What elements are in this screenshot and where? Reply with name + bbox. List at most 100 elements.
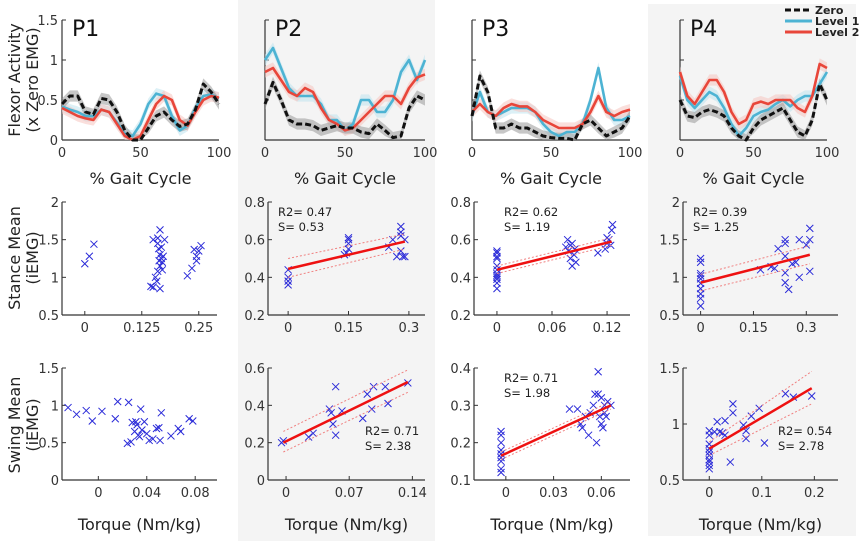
data-point xyxy=(770,264,779,273)
y-tick-label: 0.2 xyxy=(244,437,265,452)
regression-line xyxy=(700,253,811,284)
y-tick-label: 0.8 xyxy=(244,196,265,211)
data-point xyxy=(493,247,501,255)
y-tick-label: 0.5 xyxy=(659,474,680,489)
data-point xyxy=(392,252,401,261)
data-point xyxy=(755,404,764,413)
x-tick-label: 0 xyxy=(676,146,684,161)
x-tick-label: 100 xyxy=(207,146,232,161)
x-axis-label: % Gait Cycle xyxy=(294,169,396,188)
series-line-zero xyxy=(60,82,221,142)
data-point xyxy=(493,265,501,274)
y-tick-label: 0.4 xyxy=(244,399,265,414)
y-tick-label: 0.5 xyxy=(659,309,680,324)
x-tick-label: 50 xyxy=(132,146,149,161)
row-label-bottom: Swing Mean (iEMG) xyxy=(5,377,42,474)
data-point xyxy=(155,423,163,432)
s-annotation: S= 0.53 xyxy=(278,220,324,234)
y-tick-label: 0.6 xyxy=(450,234,471,249)
confidence-band-low xyxy=(500,408,612,460)
x-tick-label: 0.06 xyxy=(587,486,616,501)
x-tick-label: 0.2 xyxy=(804,486,825,501)
data-point xyxy=(127,438,135,446)
y-tick-label: 1.5 xyxy=(38,362,59,377)
data-point xyxy=(760,439,769,447)
regression-line xyxy=(496,240,612,272)
data-point xyxy=(497,438,505,447)
subplot-p3-stance: 0 0.06 0.12 0.2 0.4 0.6 0.8 R2= 0.62S= 1.19 xyxy=(450,196,630,336)
data-point xyxy=(497,431,505,440)
data-point xyxy=(493,252,501,261)
data-point xyxy=(363,390,372,398)
data-point xyxy=(802,241,811,249)
data-point xyxy=(136,405,145,413)
regression-line xyxy=(708,387,813,450)
x-axis-label: % Gait Cycle xyxy=(89,169,191,188)
data-point xyxy=(344,239,353,248)
x-axis-label: % Gait Cycle xyxy=(500,169,602,188)
data-point xyxy=(726,458,735,466)
legend-label-level1: Level 1 xyxy=(815,15,859,28)
row-label-middle-line1: Stance Mean xyxy=(5,206,24,310)
x-tick-label: 0 xyxy=(81,321,89,336)
data-point xyxy=(705,458,714,466)
data-point xyxy=(497,446,505,454)
series-line-zero xyxy=(678,82,829,142)
panel-title: P1 xyxy=(72,17,99,42)
confidence-band-low xyxy=(709,403,812,456)
subplot-p3-line: 0 50 100 % Gait Cycle P3 xyxy=(468,17,643,188)
confidence-band-high xyxy=(500,401,612,453)
r2-annotation: R2= 0.54 xyxy=(778,424,832,438)
y-tick-label: 2 xyxy=(51,196,59,211)
data-point xyxy=(82,406,91,415)
y-tick-label: 1 xyxy=(51,399,59,414)
y-tick-label: 1 xyxy=(672,418,680,433)
data-point xyxy=(157,243,166,252)
data-point xyxy=(584,431,593,440)
data-point xyxy=(80,259,89,268)
data-point xyxy=(156,226,164,234)
r2-annotation: R2= 0.62 xyxy=(504,205,558,219)
error-band-level2 xyxy=(472,90,630,134)
data-point xyxy=(781,235,790,244)
data-point xyxy=(589,401,598,410)
y-tick-label: 1.5 xyxy=(38,234,59,249)
panel-title: P3 xyxy=(482,17,509,42)
data-point xyxy=(88,417,97,425)
data-point xyxy=(138,426,146,434)
data-point xyxy=(157,408,166,417)
data-point xyxy=(156,284,164,293)
x-tick-label: 100 xyxy=(413,146,438,161)
x-tick-label: 0 xyxy=(94,486,102,501)
data-point xyxy=(742,434,750,443)
data-point xyxy=(696,271,705,280)
error-band-zero xyxy=(265,76,425,140)
row-label-top-line2: (x Zero EMG) xyxy=(23,27,42,132)
x-tick-label: 0.06 xyxy=(538,321,567,336)
x-tick-label: 0.25 xyxy=(184,321,213,336)
data-point xyxy=(331,382,340,391)
data-point xyxy=(396,247,405,255)
data-point xyxy=(399,252,407,261)
data-point xyxy=(807,392,816,400)
data-point xyxy=(705,464,714,473)
r2-annotation: R2= 0.47 xyxy=(278,205,332,219)
r2-annotation: R2= 0.71 xyxy=(365,424,419,438)
y-tick-label: 0.2 xyxy=(244,309,265,324)
x-tick-label: 0.03 xyxy=(539,486,568,501)
data-point xyxy=(594,367,603,376)
data-point xyxy=(805,235,814,244)
data-point xyxy=(176,427,185,436)
subplot-p2-stance: 0 0.15 0.3 0.2 0.4 0.6 0.8 R2= 0.47S= 0.53 xyxy=(244,196,425,336)
x-tick-label: 0 xyxy=(696,321,704,336)
confidence-band-low xyxy=(283,391,409,453)
x-tick-label: 0.07 xyxy=(335,486,364,501)
data-point xyxy=(493,269,501,278)
subplot-p2-swing: 0 0.07 0.14 0 0.2 0.4 0.6 Torque (Nm/kg) R2= 0.7… xyxy=(244,362,427,534)
x-tick-label: 0 xyxy=(493,321,501,336)
y-tick-label: 0.1 xyxy=(450,474,471,489)
data-point xyxy=(111,414,120,423)
data-point xyxy=(401,252,409,261)
data-point xyxy=(597,394,606,402)
x-tick-label: 0 xyxy=(282,486,290,501)
